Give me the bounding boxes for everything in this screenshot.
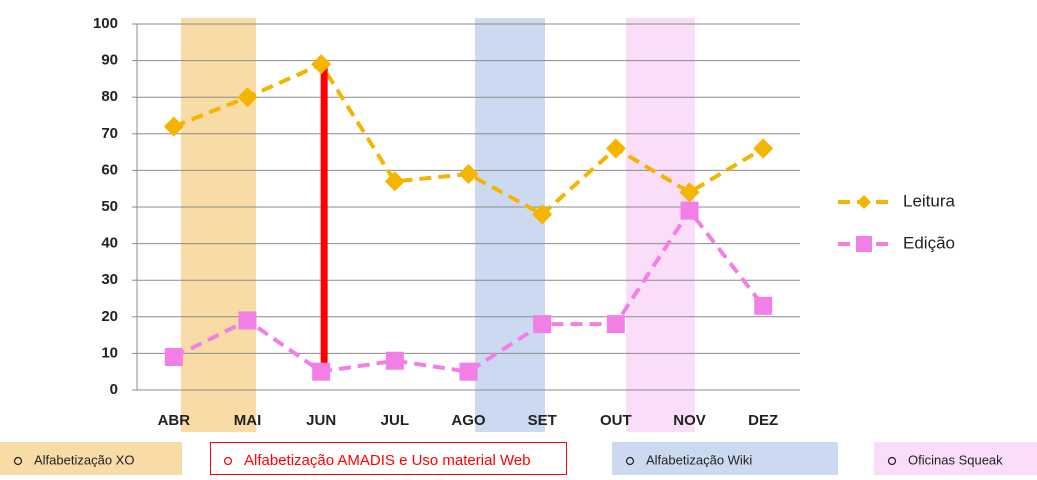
bullet (223, 456, 233, 466)
marker (164, 348, 183, 367)
legend-marker (856, 236, 872, 252)
period-box (612, 442, 838, 475)
period-band (626, 18, 695, 432)
period-label: Alfabetização AMADIS e Uso material Web (244, 452, 531, 469)
y-tick-label: 10 (101, 344, 118, 361)
y-tick-label: 20 (101, 308, 118, 325)
marker (237, 87, 258, 108)
x-tick-label: NOV (673, 412, 706, 429)
marker (533, 315, 552, 334)
marker (532, 204, 553, 225)
x-tick-label: DEZ (748, 412, 778, 429)
x-tick-label: OUT (600, 412, 632, 429)
marker (311, 54, 332, 75)
x-tick-label: AGO (451, 412, 486, 429)
period-box (0, 442, 182, 475)
period-label: Oficinas Squeak (908, 452, 1003, 467)
marker (679, 182, 700, 203)
marker (163, 116, 184, 137)
y-tick-label: 80 (101, 88, 118, 105)
bullet (887, 456, 897, 466)
marker (680, 201, 699, 220)
y-tick-label: 40 (101, 235, 118, 252)
marker (605, 138, 626, 159)
period-band (475, 18, 545, 432)
marker (238, 311, 257, 330)
x-tick-label: ABR (158, 412, 191, 429)
period-label: Alfabetização Wiki (646, 452, 752, 467)
marker (312, 362, 331, 381)
x-tick-label: SET (528, 412, 557, 429)
marker (753, 138, 774, 159)
y-tick-label: 100 (93, 15, 118, 32)
y-tick-label: 90 (101, 52, 118, 69)
legend-marker (857, 195, 871, 209)
period-band (181, 18, 256, 432)
legend-label: Edição (903, 233, 955, 252)
x-tick-label: JUN (306, 412, 336, 429)
bullet (625, 456, 635, 466)
period-box (210, 442, 567, 475)
y-tick-label: 60 (101, 161, 118, 178)
y-tick-label: 50 (101, 198, 118, 215)
y-tick-label: 70 (101, 125, 118, 142)
legend-label: Leitura (903, 191, 956, 210)
marker (459, 362, 478, 381)
series-line (172, 207, 765, 374)
marker (384, 171, 405, 192)
marker (606, 315, 625, 334)
marker (754, 296, 773, 315)
y-tick-label: 0 (110, 381, 118, 398)
x-tick-label: MAI (234, 412, 262, 429)
x-tick-label: JUL (381, 412, 409, 429)
marker (458, 164, 479, 185)
period-box (874, 442, 1037, 475)
period-label: Alfabetização XO (34, 452, 134, 467)
marker (385, 351, 404, 370)
y-tick-label: 30 (101, 271, 118, 288)
bullet (13, 456, 23, 466)
